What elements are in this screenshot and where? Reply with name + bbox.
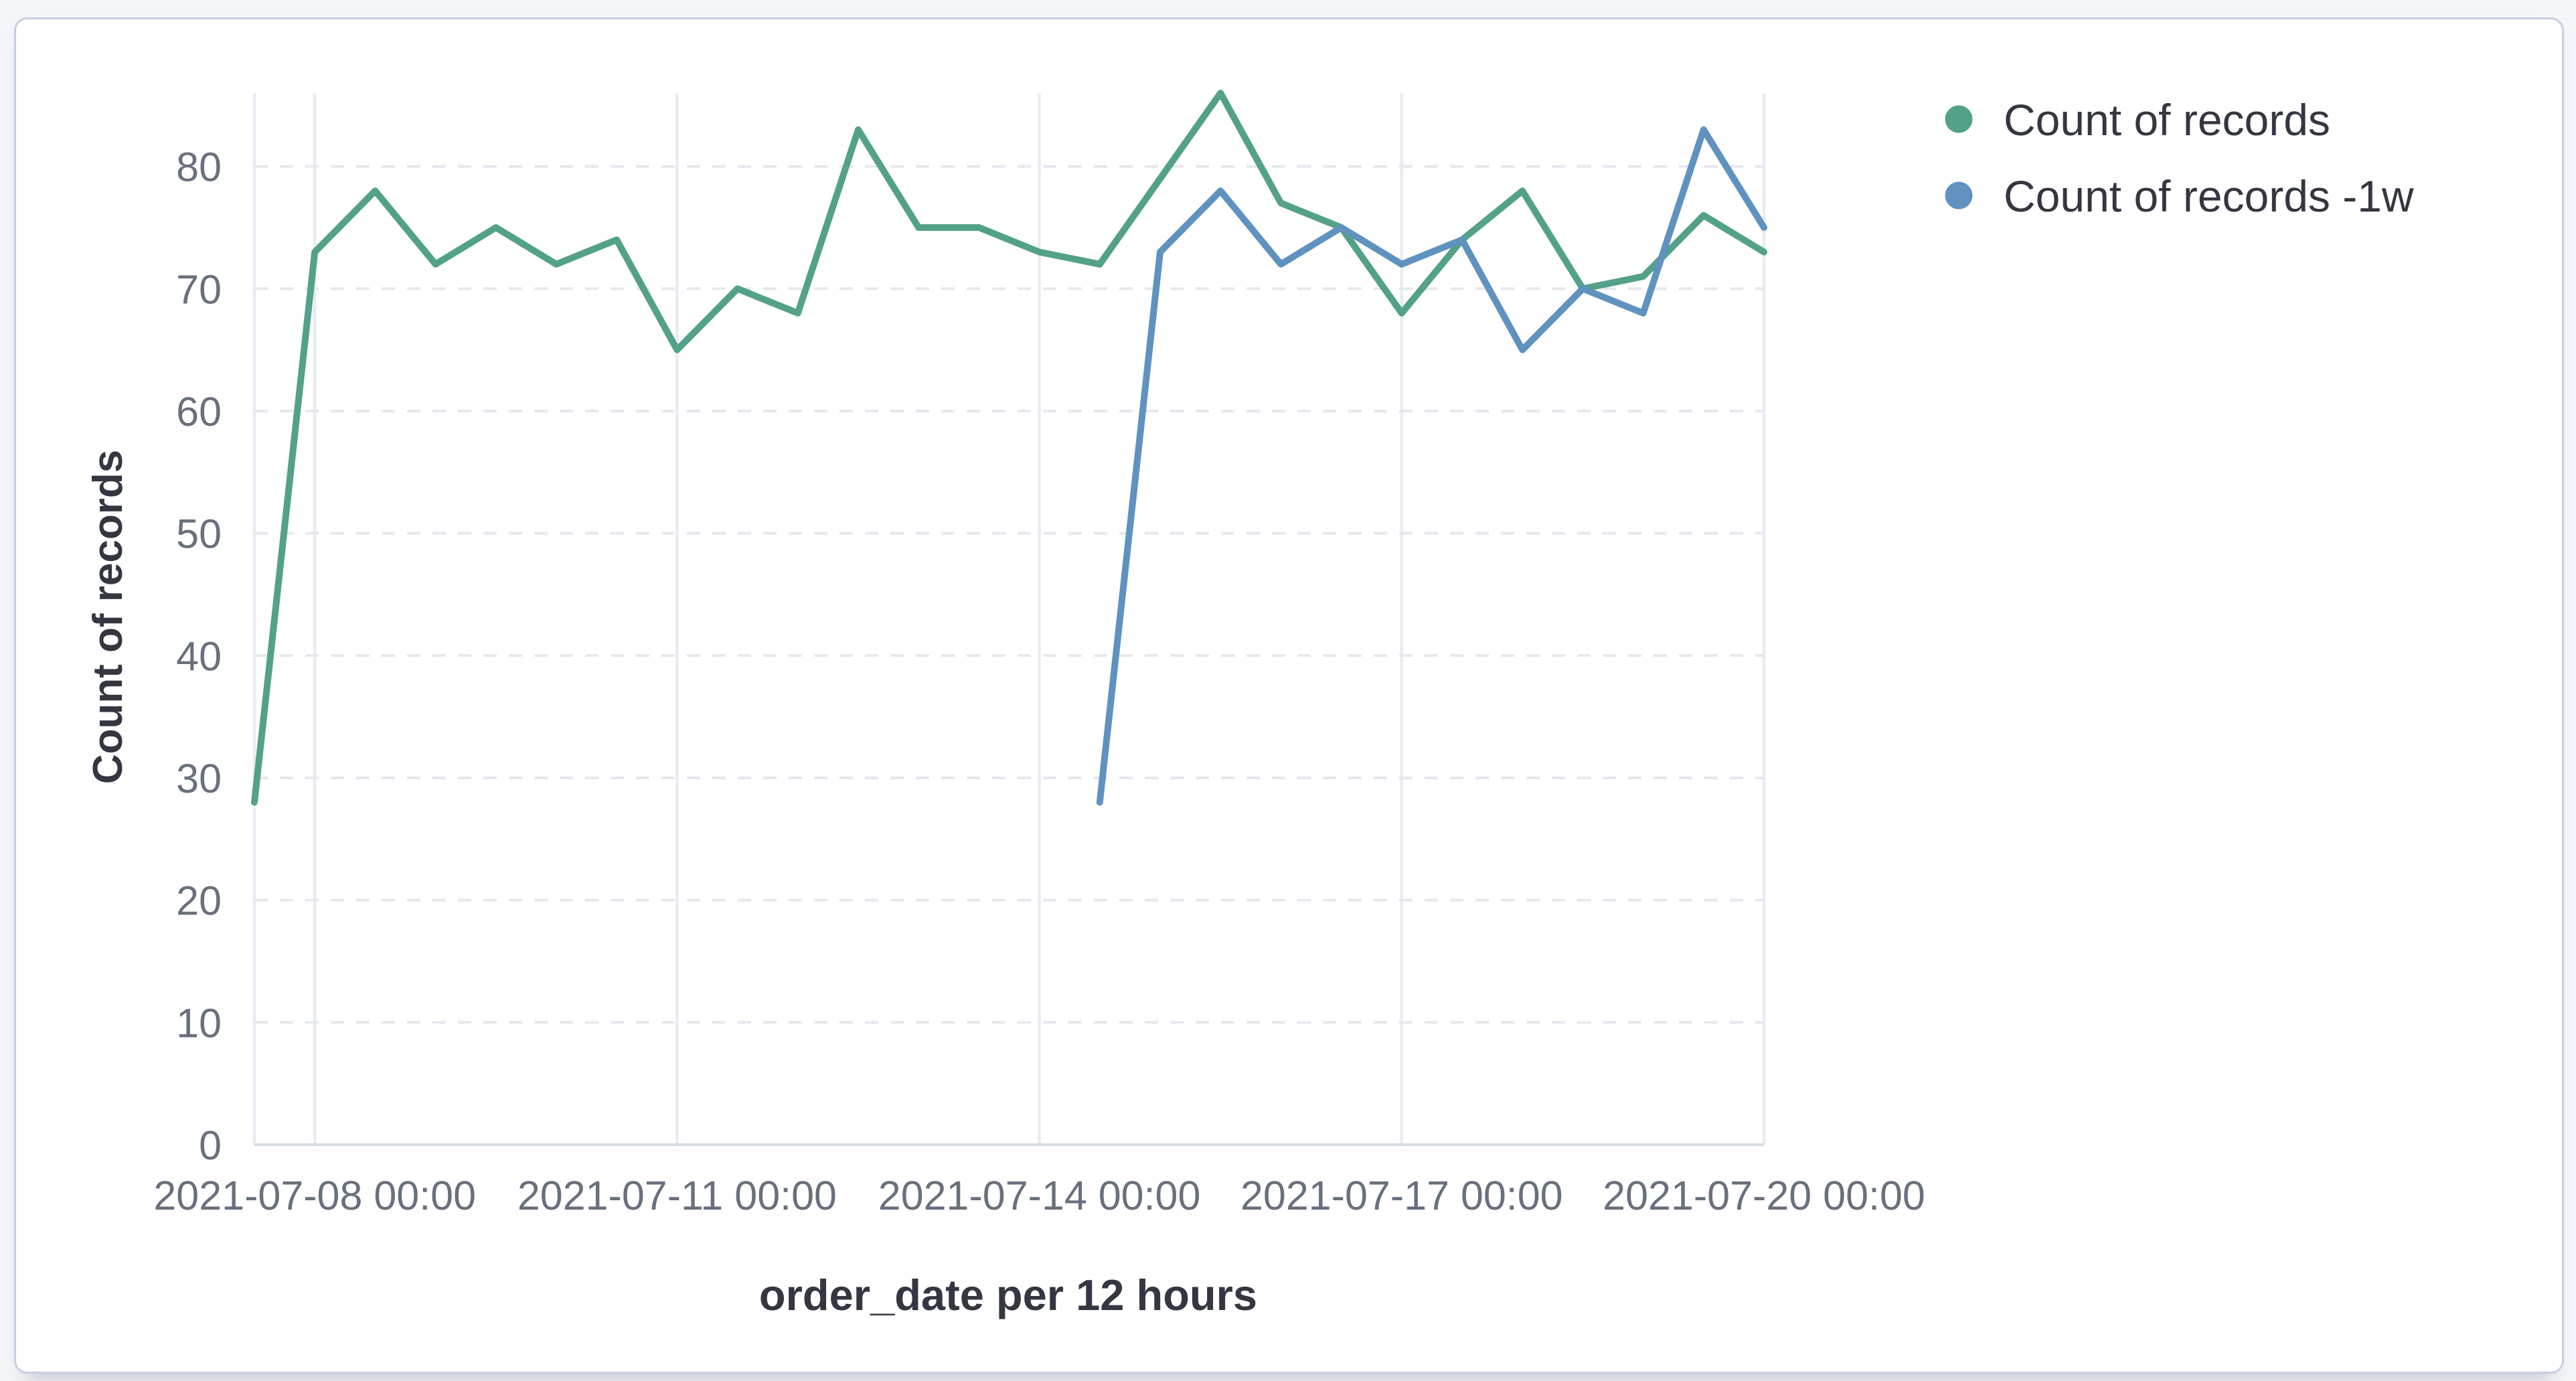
- svg-text:order_date per 12 hours: order_date per 12 hours: [759, 1271, 1257, 1319]
- svg-text:40: 40: [176, 633, 222, 679]
- svg-text:Count of records: Count of records: [85, 450, 131, 784]
- svg-text:Count of records: Count of records: [2004, 95, 2330, 145]
- svg-text:60: 60: [176, 389, 222, 434]
- svg-text:2021-07-08 00:00: 2021-07-08 00:00: [153, 1173, 476, 1218]
- svg-text:20: 20: [176, 878, 222, 924]
- svg-text:2021-07-11 00:00: 2021-07-11 00:00: [517, 1173, 837, 1218]
- svg-text:2021-07-14 00:00: 2021-07-14 00:00: [878, 1173, 1201, 1218]
- svg-text:80: 80: [176, 145, 222, 190]
- svg-text:2021-07-17 00:00: 2021-07-17 00:00: [1240, 1173, 1563, 1218]
- svg-text:2021-07-20 00:00: 2021-07-20 00:00: [1603, 1173, 1925, 1218]
- svg-text:10: 10: [176, 1000, 222, 1046]
- svg-text:Count of records -1w: Count of records -1w: [2004, 171, 2414, 221]
- svg-text:50: 50: [176, 511, 222, 557]
- svg-text:30: 30: [176, 756, 222, 801]
- svg-text:0: 0: [199, 1123, 222, 1168]
- svg-text:70: 70: [176, 266, 222, 312]
